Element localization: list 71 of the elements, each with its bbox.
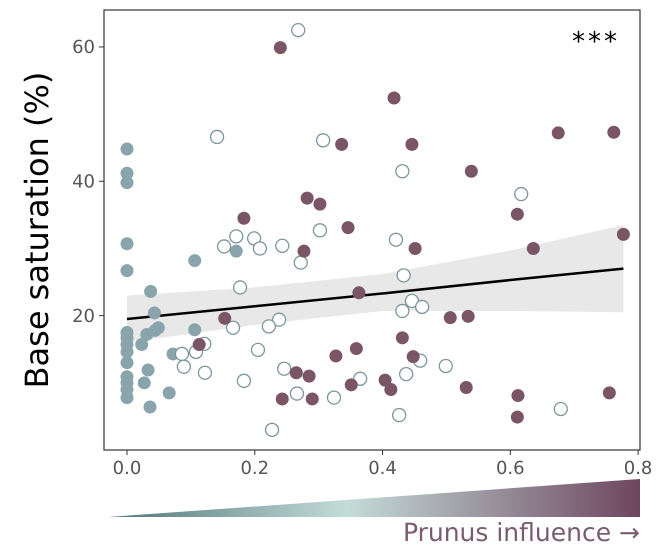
point — [526, 242, 540, 255]
point — [226, 320, 240, 335]
point — [460, 381, 473, 394]
point — [302, 370, 316, 383]
point — [140, 328, 154, 341]
x-tick-label: 0.0 — [112, 458, 142, 479]
point — [404, 294, 420, 308]
point — [396, 268, 411, 282]
point — [602, 386, 616, 400]
point — [120, 356, 134, 370]
point — [144, 284, 158, 298]
point — [290, 366, 303, 380]
point — [444, 311, 457, 324]
y-tick-label: 20 — [72, 306, 95, 327]
point — [415, 300, 430, 314]
point — [192, 338, 206, 352]
point — [274, 41, 287, 54]
point — [297, 244, 310, 258]
point — [135, 338, 148, 352]
point — [395, 304, 410, 318]
point — [352, 286, 366, 300]
point — [276, 392, 289, 406]
point — [148, 306, 161, 320]
point — [378, 374, 392, 387]
point — [552, 126, 565, 140]
point — [384, 383, 398, 396]
point — [188, 323, 202, 336]
point — [396, 331, 409, 344]
y-tick-label: 60 — [72, 37, 95, 58]
y-tick-label: 40 — [72, 172, 95, 193]
point — [142, 364, 155, 377]
point — [272, 312, 286, 327]
point — [406, 350, 420, 364]
point — [350, 342, 363, 356]
point — [188, 254, 202, 268]
point — [300, 192, 314, 205]
point — [408, 242, 422, 255]
point — [462, 310, 475, 323]
point — [405, 138, 418, 151]
x-axis-title: Prunus influence → — [402, 518, 640, 547]
point — [510, 410, 524, 424]
point — [329, 349, 342, 362]
line-series — [126, 267, 625, 320]
point — [162, 386, 176, 400]
point — [388, 92, 401, 104]
x-tick-label: 0.6 — [496, 458, 525, 479]
y-axis-title: Base saturation (%) — [18, 72, 56, 388]
point — [306, 392, 319, 406]
point — [120, 176, 134, 190]
point — [138, 376, 151, 390]
point — [144, 400, 156, 414]
point — [230, 244, 243, 258]
point — [511, 389, 524, 402]
point — [120, 264, 134, 278]
point — [120, 142, 134, 156]
point — [464, 164, 478, 178]
point — [237, 212, 250, 225]
point — [218, 312, 232, 325]
point — [120, 237, 134, 250]
point — [313, 198, 326, 211]
point — [342, 221, 355, 234]
point — [232, 280, 248, 295]
x-tick-label: 0.4 — [368, 458, 397, 479]
point — [510, 208, 524, 221]
point — [335, 138, 348, 151]
point — [607, 126, 620, 139]
x-tick-label: 0.8 — [624, 458, 652, 479]
x-tick-label: 0.2 — [240, 458, 270, 479]
point — [344, 378, 358, 392]
point — [616, 228, 630, 241]
annotation: *** — [572, 27, 620, 57]
